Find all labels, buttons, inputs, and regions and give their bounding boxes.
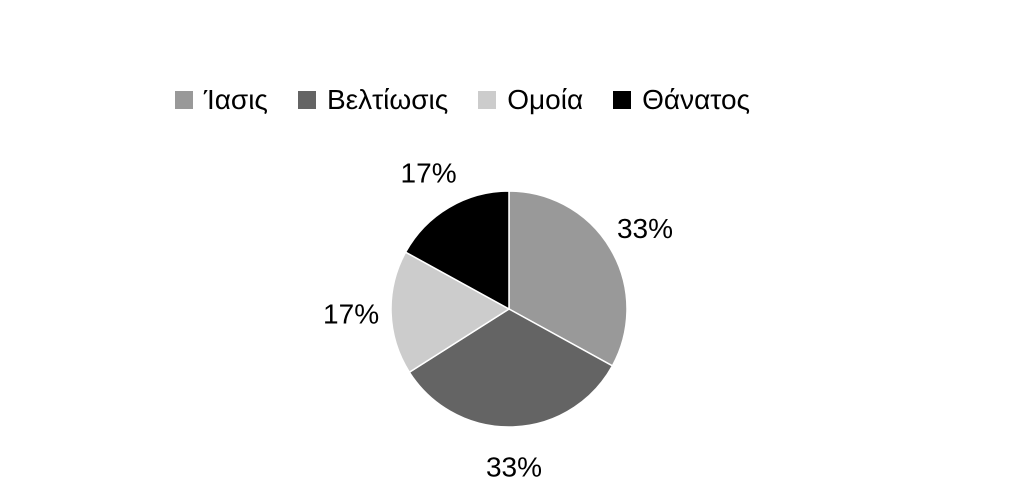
legend-swatch-omoia — [478, 91, 497, 109]
legend-item-omoia: Ομοία — [478, 82, 583, 118]
legend-label-veltiosis: Βελτίωσις — [326, 84, 449, 115]
legend-item-veltiosis: Βελτίωσις — [297, 82, 449, 118]
data-label-thanatos: 17% — [401, 158, 457, 189]
legend-swatch-thanatos — [613, 91, 632, 109]
legend-label-iasis: Ίασις — [204, 84, 268, 115]
pie-slice-veltiosis — [408, 308, 614, 428]
pie-slice-omoia — [390, 251, 511, 374]
data-label-omoia: 17% — [323, 298, 379, 329]
data-label-veltiosis: 33% — [486, 451, 542, 482]
pie-slice-iasis — [508, 190, 628, 367]
legend-swatch-iasis — [175, 91, 193, 109]
legend-item-iasis: Ίασις — [175, 82, 268, 118]
chart-legend: Ίασις Βελτίωσις Ομοία Θάνατος — [175, 82, 780, 118]
data-label-iasis: 33% — [617, 213, 673, 244]
legend-label-omoia: Ομοία — [507, 84, 584, 115]
legend-label-thanatos: Θάνατος — [642, 84, 751, 115]
legend-swatch-veltiosis — [297, 91, 316, 109]
legend-item-thanatos: Θάνατος — [613, 82, 750, 118]
pie-slice-thanatos — [404, 190, 510, 311]
